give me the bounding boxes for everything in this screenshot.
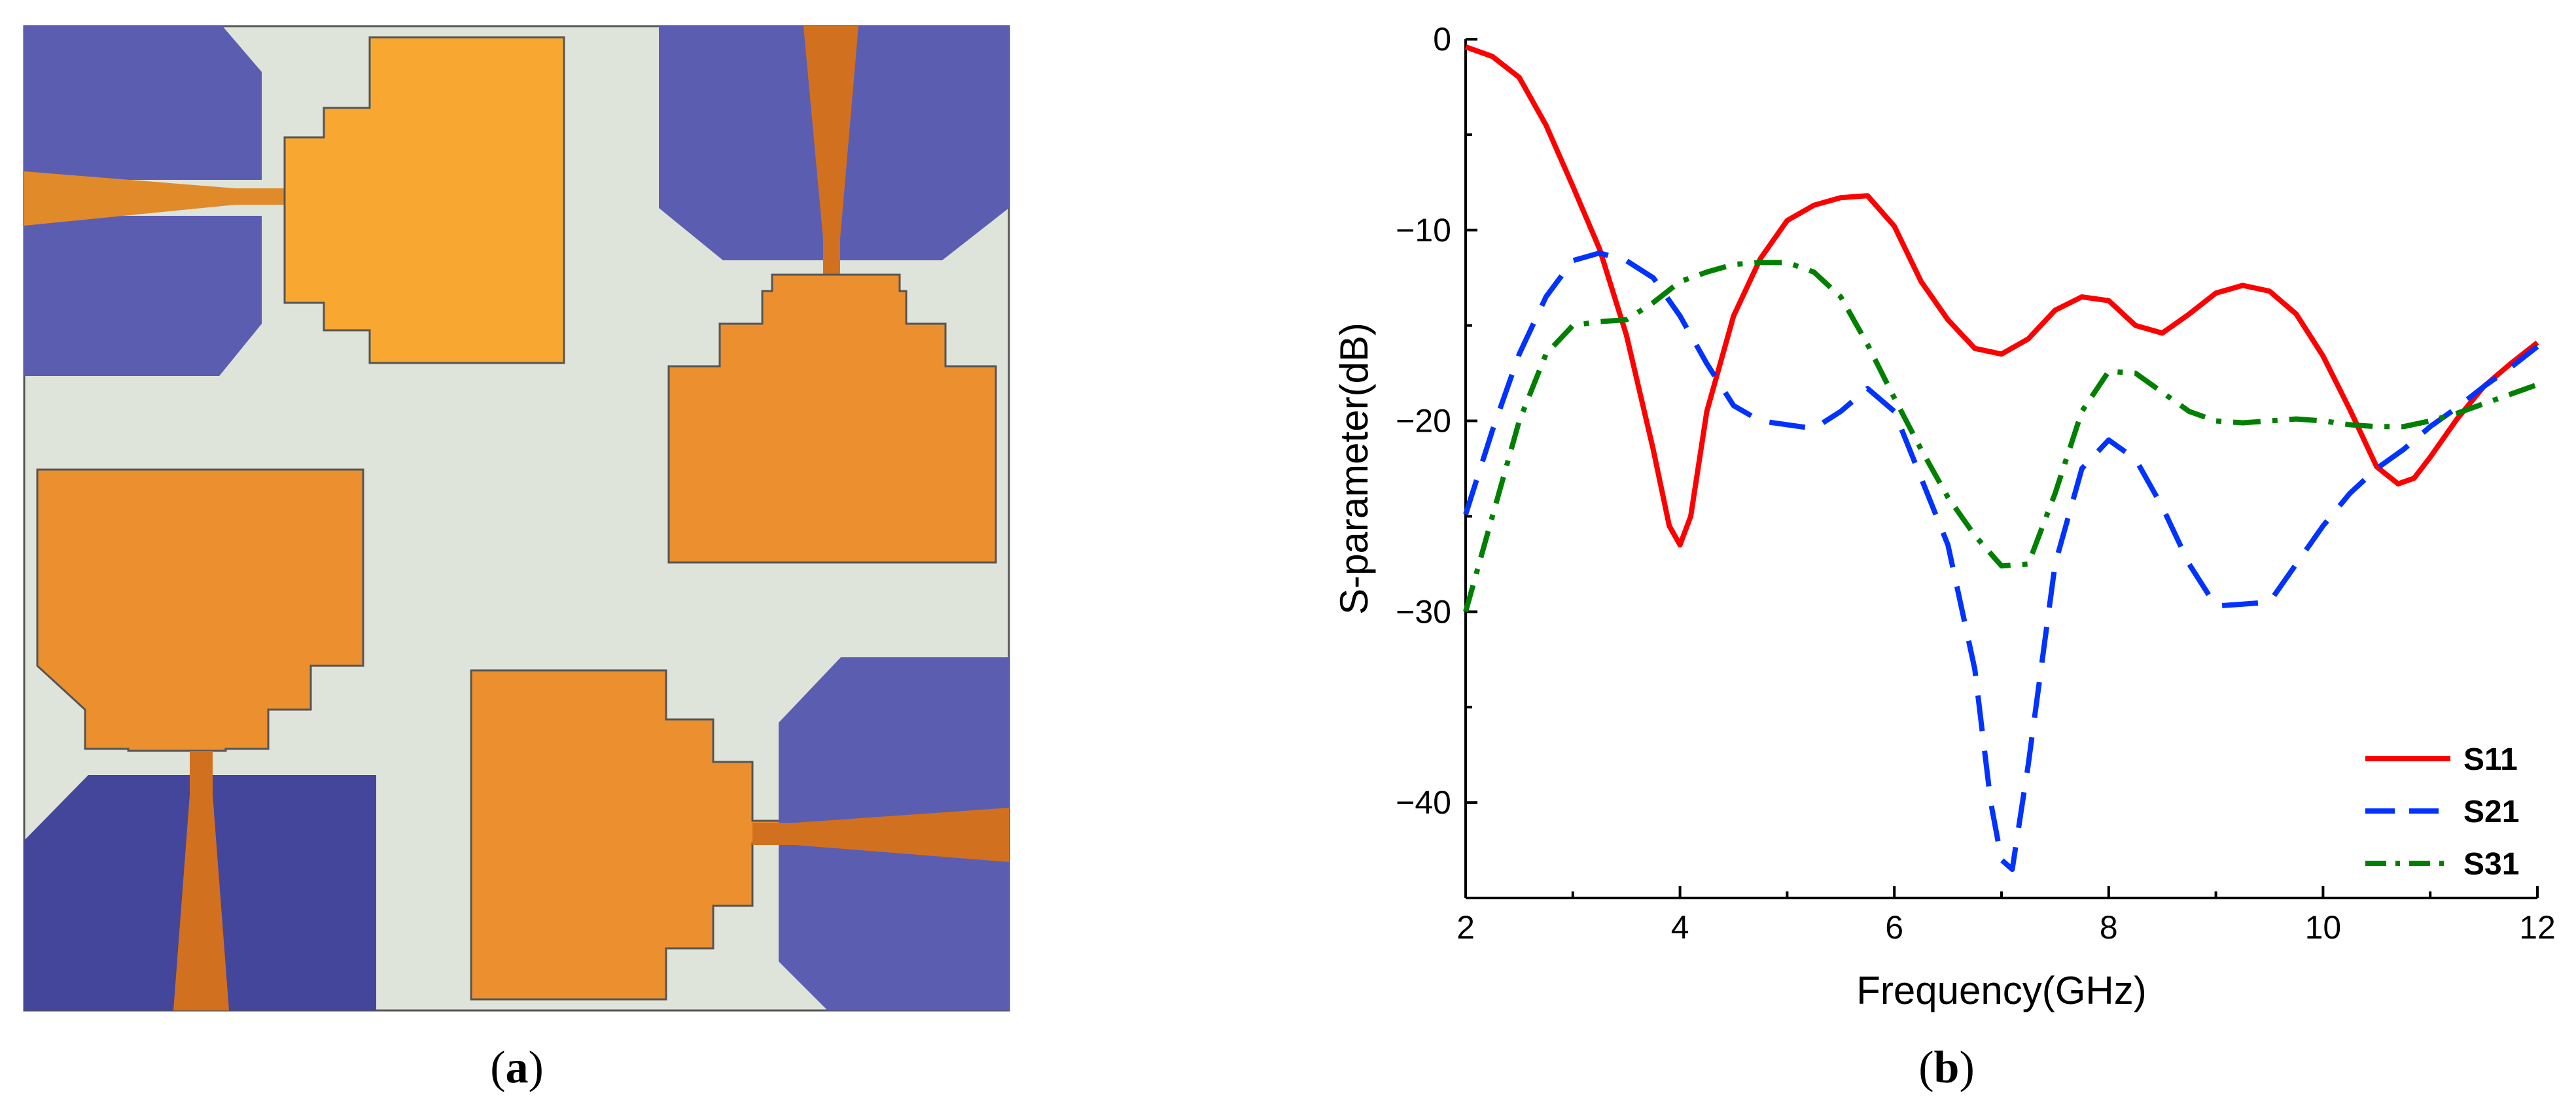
x-tick-label: 6 — [1885, 909, 1903, 946]
y-axis-title: S-parameter(dB) — [1332, 322, 1376, 615]
ground-plane-top-left-lower — [24, 216, 262, 376]
patch-top-left — [283, 36, 565, 364]
series-line-s21 — [1463, 250, 2539, 872]
series-line-s11 — [1464, 44, 2539, 548]
y-tick-label: −20 — [1396, 403, 1451, 440]
feed-line-top-right — [803, 26, 858, 275]
y-tick-label: −10 — [1396, 212, 1451, 249]
y-tick-label: −40 — [1396, 784, 1451, 821]
y-tick-label: 0 — [1433, 21, 1451, 58]
legend-label-s31: S31 — [2463, 847, 2519, 882]
x-tick-label: 8 — [2100, 909, 2118, 946]
x-tick-label: 10 — [2305, 909, 2342, 946]
legend-label-s11: S11 — [2463, 742, 2518, 777]
feed-line-bottom-left — [173, 751, 229, 1010]
caption-a: (a) — [490, 1043, 544, 1093]
legend-label-s21: S21 — [2463, 795, 2519, 829]
antenna-layout-figure: (a) — [23, 25, 1010, 1093]
feed-line-top-left — [24, 171, 285, 226]
patch-bottom-left — [36, 468, 364, 752]
ground-plane-top-left-upper — [24, 26, 262, 180]
x-tick-label: 2 — [1456, 909, 1475, 946]
feed-line-bottom-right — [752, 808, 1009, 862]
x-tick-label: 12 — [2519, 909, 2556, 946]
patch-top-right — [667, 273, 997, 564]
series-line-s31 — [1463, 260, 2539, 613]
x-axis-title: Frequency(GHz) — [1856, 969, 2146, 1012]
x-tick-label: 4 — [1671, 909, 1689, 946]
caption-b: (b) — [1918, 1043, 1975, 1093]
y-tick-label: −30 — [1396, 593, 1451, 630]
